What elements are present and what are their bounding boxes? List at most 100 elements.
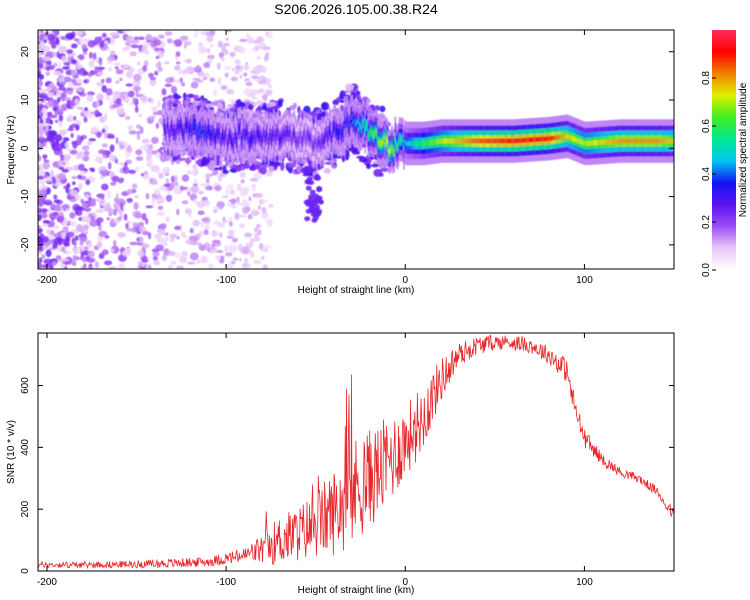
heatmap-cell [176,61,181,65]
heatmap-cell [51,138,55,145]
heatmap-cell [86,257,96,263]
heatmap-cell [213,89,218,96]
heatmap-cell [592,140,594,146]
heatmap-cell [106,56,116,62]
heatmap-cell [236,185,243,192]
heatmap-cell [508,138,511,144]
heatmap-cell [74,98,80,105]
heatmap-cell [232,141,234,146]
heatmap-cell [672,138,674,144]
heatmap-cell [141,213,147,221]
heatmap-cell [302,139,304,144]
heatmap-cell [254,232,259,239]
heatmap-cell [102,32,107,38]
heatmap-cell [273,128,275,134]
heatmap-cell [66,182,71,189]
heatmap-cell [193,122,196,128]
heatmap-cell [113,208,117,216]
heatmap-cell [231,138,233,143]
heatmap-cell [215,255,222,261]
heatmap-cell [439,138,442,144]
heatmap-cell [200,95,205,100]
heatmap-cell [173,132,175,137]
heatmap-cell [108,67,112,72]
heatmap-cell [135,149,143,156]
heatmap-cell [441,138,444,144]
heatmap-cell [80,198,84,204]
colorbar-tick-label: 0.2 [701,215,712,229]
heatmap-cell [67,128,75,132]
heatmap-cell [383,134,386,140]
heatmap-cell [152,252,161,257]
heatmap-cell [215,137,217,142]
heatmap-cell [262,136,264,141]
heatmap-cell [39,119,44,124]
heatmap-cell [84,194,90,199]
heatmap-cell [635,138,637,144]
heatmap-cell [489,138,491,144]
heatmap-cell [495,138,498,144]
heatmap-cell [659,138,661,144]
heatmap-cell [247,130,249,135]
heatmap-cell [239,64,243,73]
heatmap-cell [96,112,103,117]
heatmap-cell [254,227,258,232]
heatmap-cell [166,120,169,126]
heatmap-cell [666,138,669,144]
heatmap-cell [90,111,95,115]
heatmap-cell [462,138,464,144]
heatmap-cell [605,139,607,145]
heatmap-cell [209,77,216,82]
heatmap-cell [216,62,221,70]
heatmap-cell [309,136,312,142]
heatmap-cell [234,59,241,65]
heatmap-cell [164,234,169,242]
heatmap-cell [628,138,631,144]
heatmap-cell [394,136,397,141]
heatmap-cell [165,132,168,138]
heatmap-cell [325,129,328,135]
heatmap-cell [569,135,572,140]
heatmap-cell [261,211,268,220]
heatmap-cell [373,168,383,177]
heatmap-cell [287,162,297,169]
heatmap-cell [483,138,486,144]
heatmap-cell [517,138,519,144]
heatmap-cell [626,138,629,144]
heatmap-cell [480,138,483,144]
heatmap-cell [513,138,516,144]
heatmap-cell [38,110,43,116]
heatmap-cell [186,125,188,131]
heatmap-cell [121,250,131,257]
heatmap-cell [84,107,88,112]
heatmap-cell [107,162,112,170]
heatmap-cell [305,185,312,191]
heatmap-cell [145,205,154,209]
heatmap-cell [665,138,667,144]
heatmap-cell [128,125,134,130]
heatmap-cell [58,119,63,128]
heatmap-cell [181,200,189,205]
heatmap-cell [63,241,71,247]
heatmap-cell [152,255,158,261]
heatmap-cell [206,222,210,229]
heatmap-cell [79,239,84,246]
heatmap-cell [267,31,273,39]
heatmap-cell [78,182,83,191]
heatmap-cell [268,136,271,141]
heatmap-cell [139,145,148,151]
heatmap-cell [195,127,198,132]
heatmap-cell [379,140,382,146]
heatmap-cell [522,138,524,143]
heatmap-cell [226,235,234,239]
heatmap-cell [453,138,456,144]
heatmap-cell [177,191,183,195]
heatmap-cell [380,167,389,172]
heatmap-cell [638,138,641,144]
heatmap-cell [584,141,587,146]
heatmap-cell [49,114,58,119]
heatmap-cell [526,137,529,143]
heatmap-cell [140,173,145,177]
heatmap-cell [58,247,63,251]
